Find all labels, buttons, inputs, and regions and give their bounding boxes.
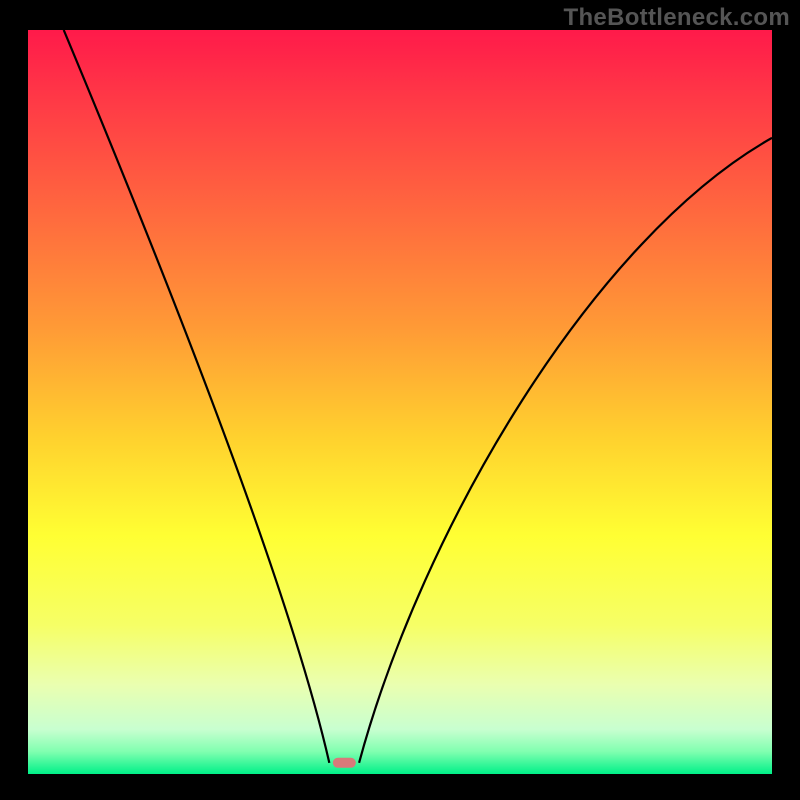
optimum-marker	[333, 758, 355, 768]
bottleneck-curve	[64, 30, 772, 763]
watermark-label: TheBottleneck.com	[564, 4, 790, 32]
chart-container: TheBottleneck.com	[0, 0, 800, 800]
curve-svg	[28, 30, 772, 774]
plot-area	[28, 30, 772, 774]
